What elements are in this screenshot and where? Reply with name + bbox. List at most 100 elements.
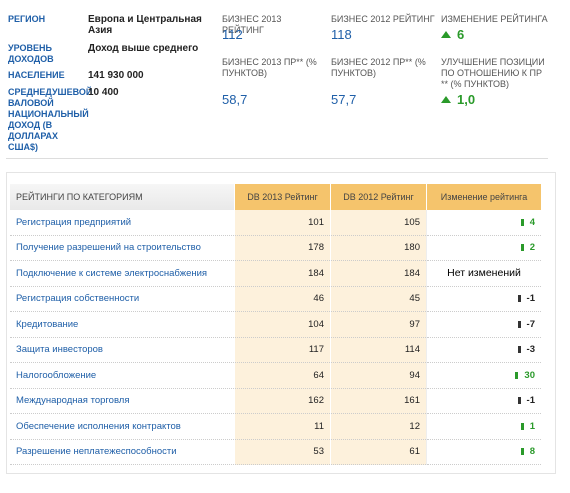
column-header: Рейтинги по категориям xyxy=(10,184,235,210)
rank-2012: 97 xyxy=(330,311,427,338)
rank-change: 1 xyxy=(426,413,541,440)
box-label: Улучшение позиции по отношению к ПР ** (… xyxy=(441,57,545,89)
change-arrow xyxy=(517,346,521,354)
table-row: Международная торговля 162 161 -1 xyxy=(10,388,541,414)
rank-2013: 162 xyxy=(234,388,331,414)
box-value: 6 xyxy=(457,27,465,42)
table-row: Регистрация предприятий 101 105 4 xyxy=(10,210,541,236)
ratings-table: Рейтинги по категориям DB 2013 Рейтинг DB … xyxy=(10,184,541,465)
category: Международная торговля xyxy=(10,388,235,414)
box-label: Бизнес 2013 Рейтинг xyxy=(222,14,282,35)
profile-label: Население xyxy=(8,70,65,80)
rank-change: 2 xyxy=(426,235,541,261)
box-change: 1,0 xyxy=(441,93,475,107)
header-row: Рейтинги по категориям DB 2013 Рейтинг DB … xyxy=(10,184,541,210)
column-header: DB 2012 Рейтинг xyxy=(330,184,427,210)
category: Кредитование xyxy=(10,311,235,338)
change-value: Нет изменений xyxy=(447,267,521,280)
rank-2012: 61 xyxy=(330,439,427,465)
change-value: -1 xyxy=(526,293,535,305)
rank-2012: 12 xyxy=(330,413,427,440)
profile-label: Регион xyxy=(8,14,46,24)
box-value: 112 xyxy=(222,27,243,42)
profile-label: Уровень доходов xyxy=(8,43,54,64)
rank-2013: 64 xyxy=(234,362,331,389)
rank-2013: 104 xyxy=(234,311,331,338)
table-frame xyxy=(6,172,556,474)
rank-change: -3 xyxy=(426,337,541,363)
profile-value: 141 930 000 xyxy=(88,70,144,81)
change-arrow xyxy=(517,397,521,405)
table-row: Подключение к системе электроснабжения 18… xyxy=(10,260,541,287)
rank-change: -1 xyxy=(426,286,541,312)
category: Получение разрешений на строительство xyxy=(10,235,235,261)
table-row: Разрешение неплатежеспособности 53 61 8 xyxy=(10,439,541,465)
rank-2012: 114 xyxy=(330,337,427,363)
category: Защита инвесторов xyxy=(10,337,235,363)
rank-change: -1 xyxy=(426,388,541,414)
change-arrow xyxy=(520,218,524,226)
box-value: 118 xyxy=(331,27,352,42)
profile-label: Среднедушевой валовой национальный доход… xyxy=(8,87,93,152)
change-value: 1 xyxy=(529,420,535,432)
rank-change: 4 xyxy=(426,210,541,236)
box-label: Бизнес 2012 ПР** (% пунктов) xyxy=(331,57,426,78)
table-row: Кредитование 104 97 -7 xyxy=(10,311,541,338)
column-header: DB 2013 Рейтинг xyxy=(234,184,331,210)
profile-value: Европа и Центральная Азия xyxy=(88,14,202,36)
box-value: 1,0 xyxy=(457,92,476,107)
table-row: Защита инвесторов 117 114 -3 xyxy=(10,337,541,363)
change-value: 2 xyxy=(529,242,535,254)
rank-change: 8 xyxy=(426,439,541,465)
profile-value: 10 400 xyxy=(88,87,119,98)
column-header: Изменение рейтинга xyxy=(426,184,541,210)
change-value: -1 xyxy=(526,395,535,407)
category: Налогообложение xyxy=(10,362,235,389)
separator xyxy=(6,158,548,159)
change-arrow xyxy=(520,244,524,252)
change-arrow xyxy=(520,448,524,456)
rank-2012: 180 xyxy=(330,235,427,261)
change-value: -3 xyxy=(526,344,535,356)
rank-change: -7 xyxy=(426,311,541,338)
rank-2012: 184 xyxy=(330,260,427,287)
rank-2013: 184 xyxy=(234,260,331,287)
change-value: 4 xyxy=(529,216,535,228)
box-change: 6 xyxy=(441,28,464,42)
box-label: Бизнес 2013 ПР** (% пунктов) xyxy=(222,57,317,78)
rank-2013: 101 xyxy=(234,210,331,236)
category: Регистрация предприятий xyxy=(10,210,235,236)
rank-change: Нет изменений xyxy=(426,260,541,287)
change-value: -7 xyxy=(526,318,535,330)
profile-value: Доход выше среднего xyxy=(88,43,199,54)
rank-2013: 53 xyxy=(234,439,331,465)
change-arrow xyxy=(515,371,519,379)
category: Регистрация собственности xyxy=(10,286,235,312)
rank-2013: 46 xyxy=(234,286,331,312)
category: Обеспечение исполнения контрактов xyxy=(10,413,235,440)
rank-change: 30 xyxy=(426,362,541,389)
rank-2012: 105 xyxy=(330,210,427,236)
table-row: Налогообложение 64 94 30 xyxy=(10,362,541,389)
category: Подключение к системе электроснабжения xyxy=(10,260,235,287)
change-arrow xyxy=(517,320,521,328)
box-value: 57,7 xyxy=(331,92,357,107)
box-label: Бизнес 2012 Рейтинг xyxy=(331,14,435,24)
rank-2013: 11 xyxy=(234,413,331,440)
change-arrow xyxy=(520,422,524,430)
change-arrow xyxy=(517,295,521,303)
change-value: 8 xyxy=(529,446,535,458)
category: Разрешение неплатежеспособности xyxy=(10,439,235,465)
table-row: Обеспечение исполнения контрактов 11 12 1 xyxy=(10,413,541,440)
rank-2012: 161 xyxy=(330,388,427,414)
table-row: Регистрация собственности 46 45 -1 xyxy=(10,286,541,312)
box-label: Изменение рейтинга xyxy=(441,14,548,24)
box-value: 58,7 xyxy=(222,92,248,107)
rank-2013: 178 xyxy=(234,235,331,261)
rank-2013: 117 xyxy=(234,337,331,363)
change-value: 30 xyxy=(524,369,535,381)
rank-2012: 45 xyxy=(330,286,427,312)
table-row: Получение разрешений на строительство 178… xyxy=(10,235,541,261)
rank-2012: 94 xyxy=(330,362,427,389)
